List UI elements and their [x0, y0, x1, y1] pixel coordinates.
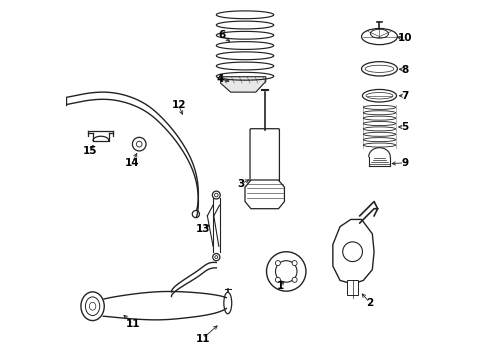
Ellipse shape	[136, 141, 142, 147]
Polygon shape	[245, 180, 285, 209]
Ellipse shape	[363, 89, 396, 102]
Text: 6: 6	[218, 30, 225, 40]
Ellipse shape	[85, 297, 100, 316]
Ellipse shape	[343, 242, 363, 262]
Ellipse shape	[292, 277, 297, 282]
Ellipse shape	[364, 105, 395, 109]
FancyBboxPatch shape	[250, 129, 279, 181]
Ellipse shape	[215, 193, 218, 197]
Text: 9: 9	[401, 158, 408, 168]
Ellipse shape	[366, 93, 393, 99]
Ellipse shape	[364, 111, 395, 115]
Ellipse shape	[267, 252, 306, 291]
Text: 10: 10	[397, 33, 412, 43]
Text: 8: 8	[401, 64, 408, 75]
Ellipse shape	[275, 261, 297, 282]
Text: 4: 4	[216, 74, 223, 84]
Ellipse shape	[81, 292, 104, 320]
Ellipse shape	[370, 29, 389, 38]
Text: 2: 2	[366, 298, 373, 308]
Text: 11: 11	[196, 333, 210, 343]
Text: 15: 15	[83, 145, 98, 156]
Text: 13: 13	[196, 225, 210, 234]
Ellipse shape	[364, 127, 395, 131]
Ellipse shape	[365, 65, 394, 72]
Ellipse shape	[212, 191, 220, 199]
Ellipse shape	[192, 211, 199, 218]
Ellipse shape	[89, 302, 96, 310]
Ellipse shape	[364, 122, 395, 126]
Ellipse shape	[275, 261, 280, 266]
Text: 1: 1	[276, 281, 284, 291]
Text: 5: 5	[401, 122, 408, 132]
Ellipse shape	[213, 253, 220, 261]
Ellipse shape	[292, 261, 297, 266]
Ellipse shape	[364, 132, 395, 136]
Text: 14: 14	[125, 158, 139, 168]
Ellipse shape	[215, 256, 218, 258]
Ellipse shape	[275, 277, 280, 282]
Ellipse shape	[362, 62, 397, 76]
Polygon shape	[220, 77, 266, 92]
Text: 11: 11	[126, 319, 140, 329]
Ellipse shape	[224, 292, 232, 314]
Ellipse shape	[364, 143, 395, 147]
Ellipse shape	[132, 137, 146, 151]
Text: 3: 3	[238, 179, 245, 189]
Text: 7: 7	[401, 91, 408, 101]
Ellipse shape	[362, 28, 397, 45]
Polygon shape	[347, 280, 358, 295]
Polygon shape	[333, 220, 374, 284]
Ellipse shape	[364, 138, 395, 142]
Ellipse shape	[364, 116, 395, 120]
Text: 12: 12	[172, 100, 186, 111]
